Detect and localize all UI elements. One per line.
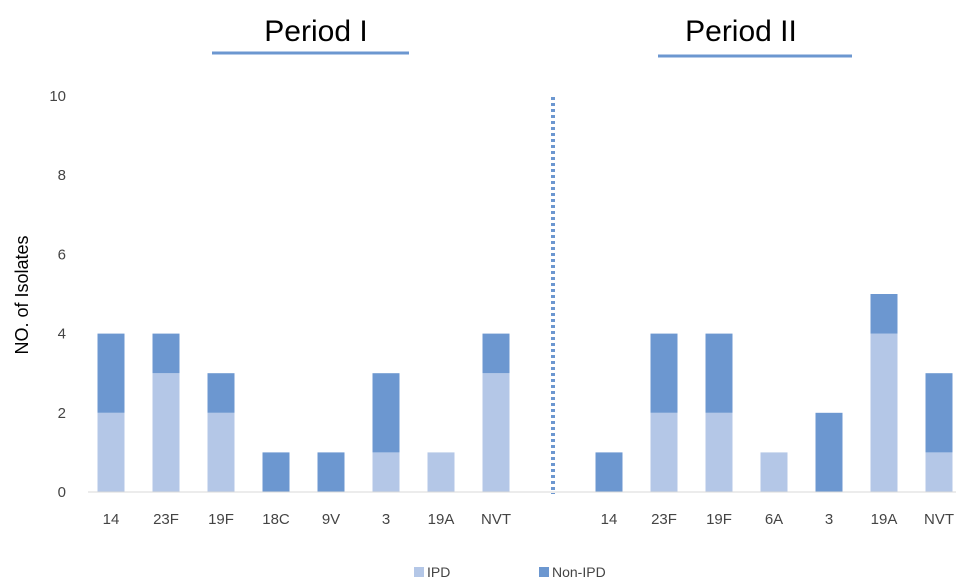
x-axis-ticks: 14 23F 19F 18C 9V 3 19A NVT 14 23F 19F 6A 3 19A NVT [103,511,954,528]
bar-segment-non-ipd-3 [372,373,400,453]
x-tick-label: 14 [103,511,120,528]
x-tick-label: 19F [706,511,732,528]
legend-swatch-ipd [414,567,424,577]
x-tick-label: 19F [208,511,234,528]
legend-label-non-ipd: Non-IPD [552,564,606,580]
y-tick-label: 2 [58,405,66,422]
bar-segment-non-ipd-19f [705,333,733,413]
legend-swatch-non-ipd [539,567,549,577]
period-1-title: Period I [264,15,367,48]
y-tick-label: 10 [49,88,66,105]
bars-layer [97,294,953,492]
bar-segment-ipd-19f [207,412,235,492]
y-tick-label: 6 [58,246,66,263]
y-tick-label: 8 [58,167,66,184]
x-tick-label: 23F [153,511,179,528]
bar-segment-non-ipd-3 [815,412,843,492]
y-tick-label: 0 [58,484,66,501]
legend: IPD Non-IPD [414,564,606,580]
x-tick-label: 18C [262,511,290,528]
bar-segment-ipd-19a [427,452,455,492]
x-tick-label: 14 [601,511,618,528]
x-tick-label: 6A [765,511,783,528]
x-tick-label: 3 [382,511,390,528]
x-tick-label: NVT [924,511,954,528]
y-tick-label: 4 [58,326,66,343]
bar-segment-non-ipd-19a [870,294,898,334]
y-axis-ticks: 0 2 4 6 8 10 [49,88,66,501]
x-tick-label: 3 [825,511,833,528]
bar-segment-ipd-19a [870,333,898,492]
bar-segment-non-ipd-9v [317,452,345,492]
bar-segment-non-ipd-14 [595,452,623,492]
period-2-title: Period II [685,15,797,48]
bar-segment-ipd-19f [705,412,733,492]
x-tick-label: 19A [428,511,455,528]
bar-segment-non-ipd-19f [207,373,235,413]
bar-segment-non-ipd-23f [650,333,678,413]
bar-segment-non-ipd-23f [152,333,180,374]
bar-segment-ipd-nvt [925,452,953,492]
bar-segment-non-ipd-nvt [925,373,953,453]
bar-segment-ipd-6a [760,452,788,492]
bar-segment-ipd-3 [372,452,400,492]
bar-segment-non-ipd-14 [97,333,125,413]
bar-segment-non-ipd-18c [262,452,290,492]
x-tick-label: 9V [322,511,340,528]
legend-label-ipd: IPD [427,564,450,580]
x-tick-label: 19A [871,511,898,528]
x-tick-label: NVT [481,511,511,528]
bar-segment-ipd-14 [97,412,125,492]
y-axis-label: NO. of Isolates [12,235,32,354]
bar-segment-ipd-23f [152,373,180,492]
bar-segment-ipd-nvt [482,373,510,492]
x-tick-label: 23F [651,511,677,528]
bar-segment-non-ipd-nvt [482,333,510,374]
bar-segment-ipd-23f [650,412,678,492]
